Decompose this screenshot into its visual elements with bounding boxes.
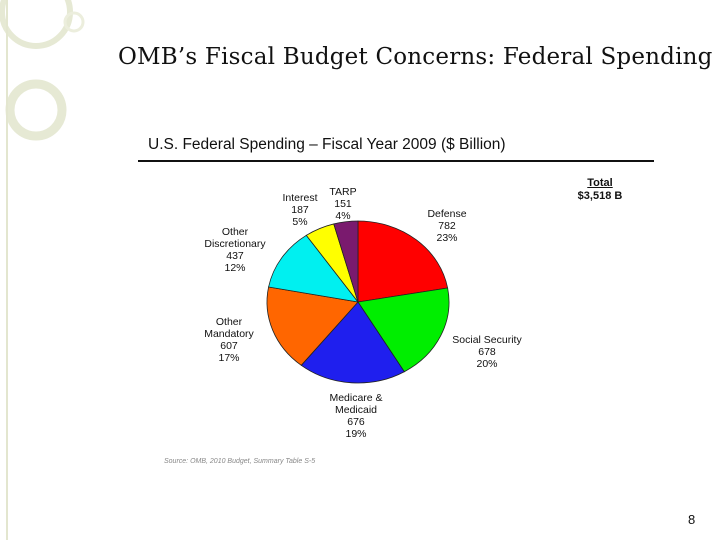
- slice-label-line: Defense: [427, 208, 467, 220]
- decorative-circles: [0, 0, 85, 141]
- slice-label-line: 607: [220, 340, 238, 352]
- slice-label-defense: Defense 782 23%: [427, 208, 466, 244]
- slice-label-line: 782: [438, 220, 456, 232]
- chart-title-rule: [138, 160, 654, 162]
- slice-label-line: Mandatory: [204, 328, 254, 340]
- slice-label-line: Medicaid: [334, 404, 378, 416]
- pie-slice-tarp: [333, 220, 359, 303]
- chart-title: U.S. Federal Spending – Fiscal Year 2009…: [148, 136, 506, 153]
- left-rule: [6, 0, 8, 540]
- slice-label-interest: Interest 187 5%: [282, 192, 317, 228]
- total-label: Total: [587, 177, 613, 189]
- total-annotation: Total $3,518 B: [540, 177, 660, 203]
- slice-label-line: 5%: [292, 216, 308, 228]
- slice-label-tarp: TARP 151 4%: [329, 186, 356, 222]
- slice-label-line: Other: [215, 316, 243, 328]
- slice-label-line: 17%: [218, 352, 240, 364]
- slide-title: OMB’s Fiscal Budget Concerns: Federal Sp…: [118, 44, 713, 70]
- slice-label-line: 187: [291, 204, 309, 216]
- slice-label-line: Social Security: [452, 334, 522, 346]
- page-number: 8: [688, 512, 696, 527]
- slice-label-other-discretionary: Other Discretionary 437 12%: [204, 226, 265, 274]
- slice-label-line: TARP: [329, 186, 357, 198]
- slice-label-line: 676: [347, 416, 365, 428]
- pie-slice-other-mandatory: [266, 286, 359, 366]
- source-note: Source: OMB, 2010 Budget, Summary Table …: [164, 458, 316, 465]
- pie-slice-social-security: [357, 287, 450, 373]
- slice-label-social-security: Social Security 678 20%: [452, 334, 521, 370]
- slice-label-line: 678: [478, 346, 496, 358]
- slice-label-line: Discretionary: [204, 238, 266, 250]
- slice-label-line: 12%: [224, 262, 246, 274]
- pie-slice-defense: [357, 220, 449, 303]
- pie-slice-medicare-and-medicaid: [300, 301, 405, 384]
- slice-label-line: 20%: [476, 358, 498, 370]
- slice-label-line: 4%: [335, 210, 351, 222]
- total-value: $3,518 B: [577, 190, 623, 202]
- slice-label-other-mandatory: Other Mandatory 607 17%: [204, 316, 254, 364]
- slice-label-medicare-and-medicaid: Medicare & Medicaid 676 19%: [329, 392, 382, 440]
- slice-label-line: Medicare &: [329, 392, 383, 404]
- slice-label-line: Interest: [282, 192, 318, 204]
- slice-label-line: 151: [334, 198, 352, 210]
- slice-label-line: 23%: [436, 232, 458, 244]
- slice-label-line: 19%: [345, 428, 367, 440]
- slice-label-line: 437: [226, 250, 244, 262]
- slice-label-line: Other: [221, 226, 249, 238]
- pie-slice-other-discretionary: [268, 234, 359, 303]
